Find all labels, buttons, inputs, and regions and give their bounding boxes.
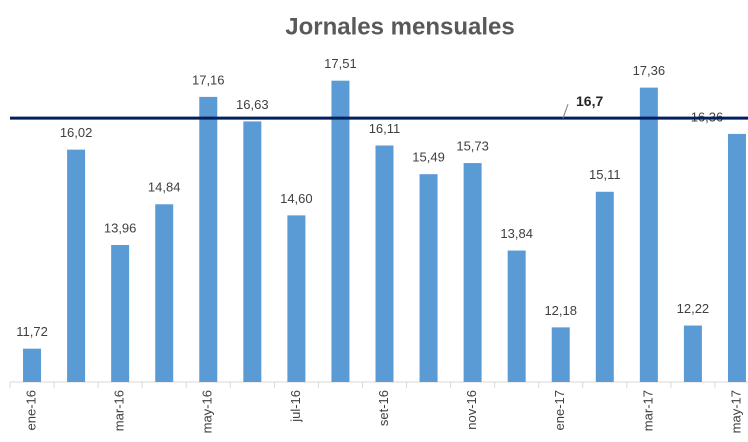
x-tick-label: nov-16 bbox=[464, 390, 479, 430]
bar bbox=[639, 87, 658, 382]
bar bbox=[595, 191, 614, 382]
bar bbox=[331, 80, 350, 383]
value-label: 16,63 bbox=[236, 97, 269, 112]
bar bbox=[111, 244, 130, 382]
value-label: 17,51 bbox=[324, 56, 357, 71]
value-label: 16,02 bbox=[60, 125, 93, 140]
value-label: 14,84 bbox=[148, 180, 181, 195]
x-tick-label: ene-16 bbox=[23, 390, 38, 430]
value-label: 17,16 bbox=[192, 72, 225, 87]
reference-label: 16,7 bbox=[576, 93, 603, 109]
value-label: 13,84 bbox=[500, 226, 533, 241]
bar bbox=[67, 149, 86, 382]
value-label: 14,60 bbox=[280, 191, 313, 206]
x-tick-label: jul-16 bbox=[288, 390, 303, 423]
bar bbox=[727, 133, 746, 382]
bar bbox=[243, 121, 262, 382]
value-label: 13,96 bbox=[104, 220, 137, 235]
x-tick-label: may-16 bbox=[200, 390, 215, 433]
value-label: 12,22 bbox=[677, 301, 710, 316]
bar bbox=[375, 145, 394, 382]
x-tick-label: ene-17 bbox=[552, 390, 567, 430]
bar bbox=[155, 204, 174, 382]
reference-leader bbox=[562, 104, 569, 119]
bar bbox=[287, 215, 306, 382]
bar bbox=[199, 96, 218, 382]
x-tick-label: mar-16 bbox=[112, 390, 127, 431]
value-label: 17,36 bbox=[633, 63, 666, 78]
bar bbox=[683, 325, 702, 382]
chart-title: Jornales mensuales bbox=[285, 13, 514, 40]
bar bbox=[23, 348, 42, 382]
bar bbox=[419, 174, 438, 382]
value-label: 15,49 bbox=[412, 150, 445, 165]
value-label: 15,73 bbox=[456, 139, 489, 154]
x-tick-label: set-16 bbox=[376, 390, 391, 426]
value-label: 16,11 bbox=[369, 121, 401, 136]
value-label: 15,11 bbox=[589, 167, 621, 182]
bar bbox=[551, 327, 570, 382]
value-label: 12,18 bbox=[544, 303, 577, 318]
x-tick-label: mar-17 bbox=[640, 390, 655, 431]
x-tick-label: may-17 bbox=[728, 390, 743, 433]
bar bbox=[507, 250, 526, 382]
bar bbox=[463, 163, 482, 382]
value-label: 11,72 bbox=[16, 324, 48, 339]
